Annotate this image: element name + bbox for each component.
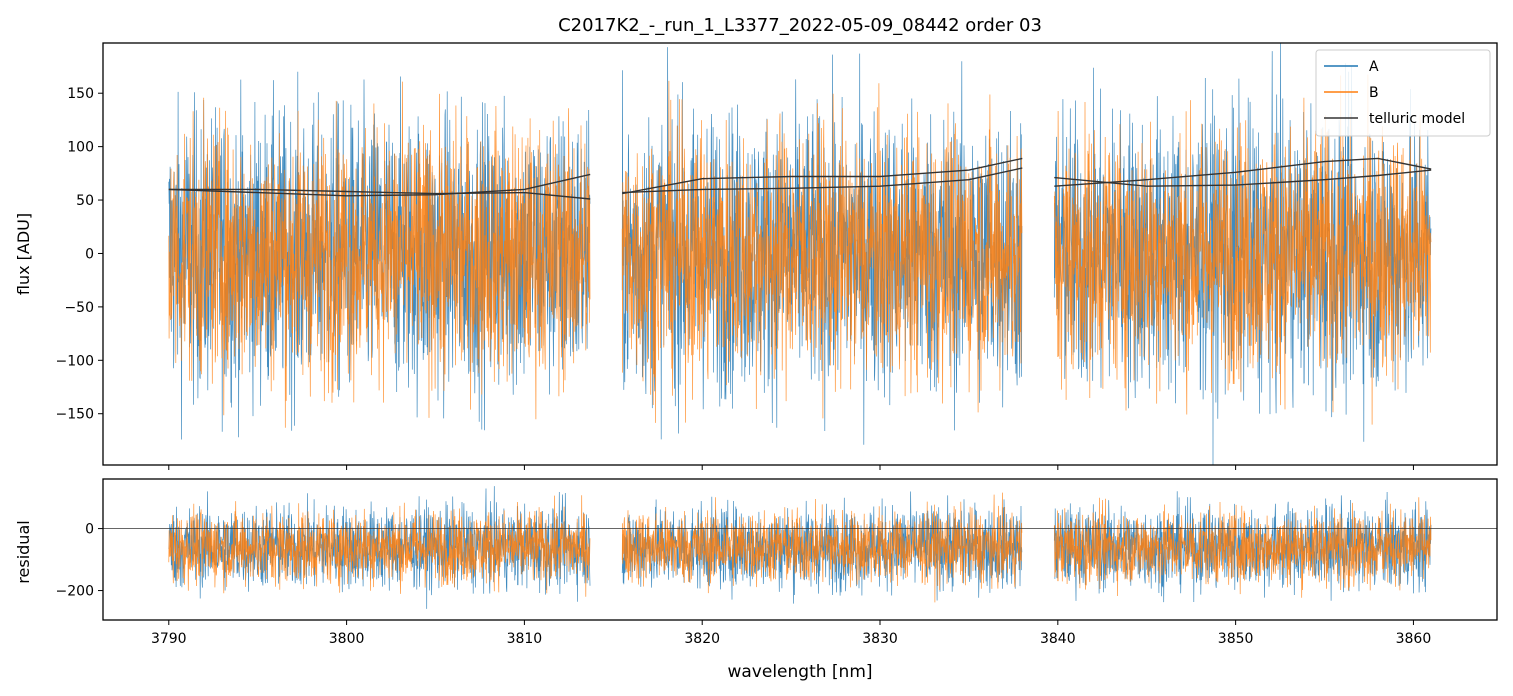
telluric-model-line-1 (168, 173, 591, 197)
x-tick-label: 3830 (862, 631, 898, 647)
x-tick-label: 3840 (1040, 631, 1076, 647)
telluric-model-line-0 (168, 188, 591, 200)
telluric-model-group (168, 157, 1432, 200)
telluric-model-line-2 (622, 157, 1023, 195)
y-tick-label: −200 (56, 584, 94, 600)
residual-b-line (168, 492, 1432, 603)
residual-axes-frame (102, 478, 1498, 621)
spectrum-y-axis-label: flux [ADU] (14, 213, 33, 295)
x-tick-label: 3810 (507, 631, 543, 647)
spectrum-axes-frame (102, 42, 1498, 466)
x-tick-label: 3790 (151, 631, 187, 647)
legend-label-b: B (1369, 85, 1379, 101)
y-tick-label: −150 (56, 407, 94, 423)
x-tick-label: 3860 (1396, 631, 1432, 647)
x-tick-label: 3820 (684, 631, 720, 647)
spectrum-series-group (168, 43, 1432, 465)
legend: A B telluric model (1315, 49, 1491, 137)
x-tick-label: 3800 (329, 631, 365, 647)
y-tick-label: −50 (64, 300, 94, 316)
telluric-model-line-3 (622, 167, 1023, 194)
spectrum-x-ticks (168, 465, 1414, 470)
y-tick-label: 0 (85, 522, 94, 538)
residual-y-ticks: −200 0 (56, 522, 103, 600)
x-axis-label: wavelength [nm] (727, 662, 872, 682)
legend-label-a: A (1369, 59, 1379, 75)
telluric-model-line-4 (1054, 169, 1432, 187)
series-b-line (168, 74, 1432, 428)
legend-label-telluric: telluric model (1369, 111, 1465, 127)
spectrum-panel: −150 −100 −50 0 50 100 150 flux [ADU] A B tell… (14, 42, 1498, 470)
telluric-model-line-5 (1054, 157, 1432, 187)
x-tick-label: 3850 (1218, 631, 1254, 647)
legend-box (1315, 49, 1491, 137)
chart-title: C2017K2_-_run_1_L3377_2022-05-09_08442 o… (558, 15, 1042, 36)
spectrum-y-ticks: −150 −100 −50 0 50 100 150 (56, 86, 103, 423)
y-tick-label: 150 (67, 86, 94, 102)
y-tick-label: −100 (56, 353, 94, 369)
residual-series-group (168, 486, 1432, 609)
y-tick-label: 100 (67, 140, 94, 156)
residual-panel: −200 0 3790 3800 3810 3820 3830 3840 3850 3860 r… (14, 478, 1498, 682)
y-tick-label: 0 (85, 246, 94, 262)
y-tick-label: 50 (76, 193, 94, 209)
residual-y-axis-label: residual (14, 520, 33, 583)
residual-x-ticks: 3790 3800 3810 3820 3830 3840 3850 3860 (151, 620, 1431, 647)
